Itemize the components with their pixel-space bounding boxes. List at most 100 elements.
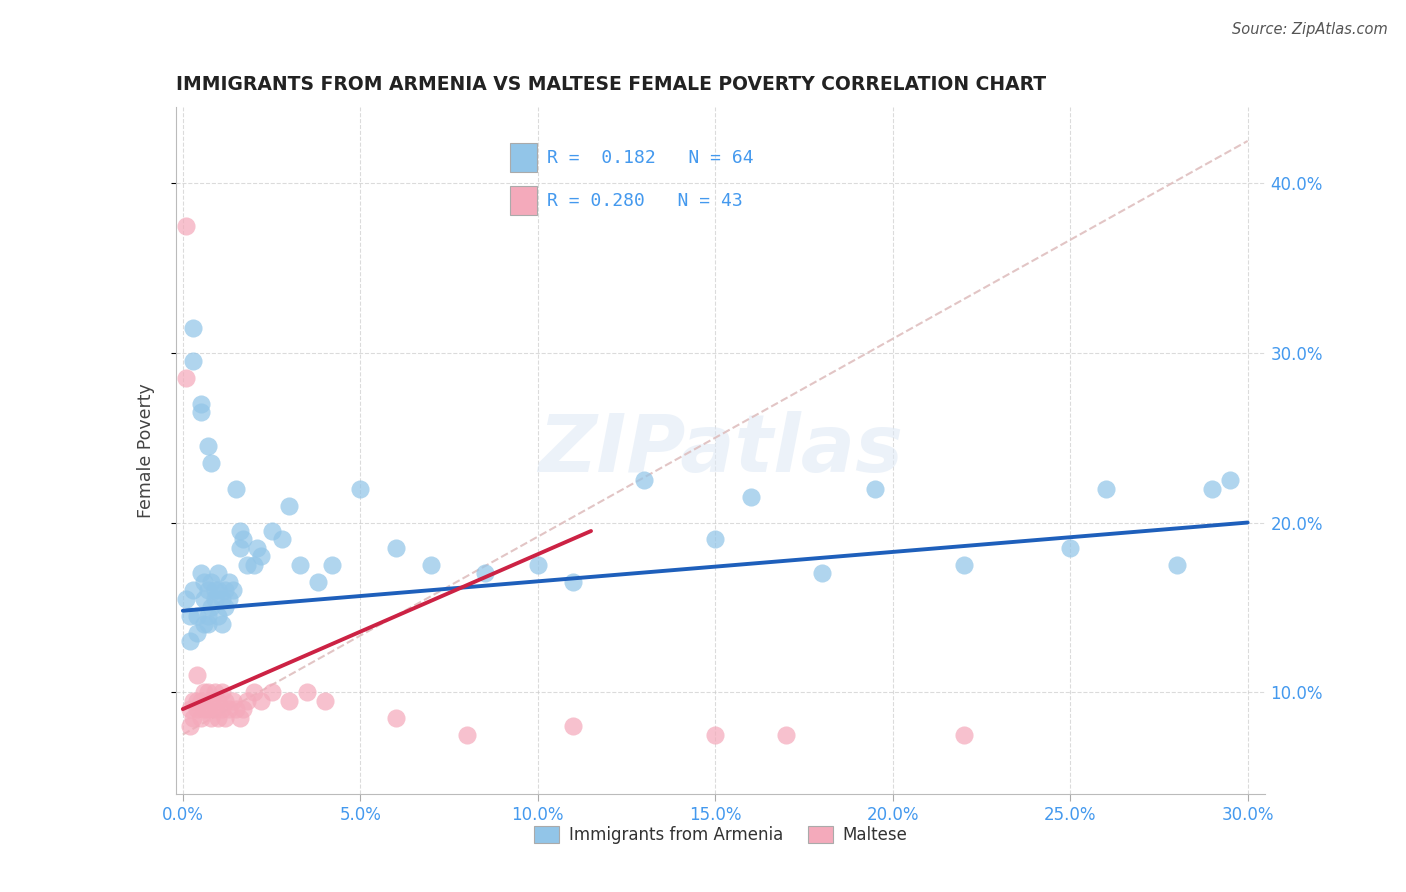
Point xyxy=(246,541,269,555)
Text: ZIPatlas: ZIPatlas xyxy=(538,411,903,490)
Point xyxy=(228,524,250,538)
Point xyxy=(1219,473,1241,487)
Point xyxy=(193,617,215,632)
Point xyxy=(250,693,273,707)
Point xyxy=(633,473,655,487)
Point xyxy=(221,583,243,598)
Point xyxy=(211,685,233,699)
Point xyxy=(314,693,336,707)
Point xyxy=(176,219,198,233)
Point xyxy=(775,727,797,741)
Point xyxy=(740,490,762,504)
Point xyxy=(260,524,283,538)
Point xyxy=(952,558,974,572)
Point xyxy=(235,558,257,572)
Point xyxy=(704,533,727,547)
Point xyxy=(211,617,233,632)
Point xyxy=(186,693,208,707)
Point xyxy=(200,456,222,470)
Point xyxy=(190,693,212,707)
Point xyxy=(193,574,215,589)
Point xyxy=(207,583,229,598)
Point xyxy=(214,583,236,598)
Point xyxy=(193,591,215,606)
Point xyxy=(1059,541,1081,555)
Point xyxy=(385,541,408,555)
Point xyxy=(183,354,205,368)
Point xyxy=(420,558,443,572)
Point xyxy=(250,549,273,564)
Point xyxy=(214,710,236,724)
Point xyxy=(810,566,832,581)
Point xyxy=(211,591,233,606)
Point xyxy=(562,574,585,589)
Point xyxy=(179,608,201,623)
Text: R =  0.182   N = 64: R = 0.182 N = 64 xyxy=(547,149,754,167)
FancyBboxPatch shape xyxy=(510,144,537,172)
Point xyxy=(271,533,294,547)
Point xyxy=(1201,482,1223,496)
Point xyxy=(863,482,886,496)
Point xyxy=(179,634,201,648)
Point xyxy=(186,668,208,682)
Point xyxy=(193,685,215,699)
Point xyxy=(179,702,201,716)
Point xyxy=(197,702,219,716)
Point xyxy=(186,608,208,623)
Point xyxy=(183,710,205,724)
Point xyxy=(349,482,371,496)
Point xyxy=(197,439,219,453)
Point xyxy=(207,693,229,707)
Point xyxy=(204,583,226,598)
Point xyxy=(207,566,229,581)
Point xyxy=(186,702,208,716)
Point xyxy=(1166,558,1188,572)
Point xyxy=(197,608,219,623)
Point xyxy=(232,533,254,547)
Point xyxy=(176,371,198,385)
Point xyxy=(211,702,233,716)
Point xyxy=(218,574,240,589)
Point xyxy=(183,320,205,334)
Point xyxy=(260,685,283,699)
Point xyxy=(214,600,236,615)
Point xyxy=(204,591,226,606)
Point xyxy=(456,727,478,741)
Point xyxy=(204,685,226,699)
Point xyxy=(183,583,205,598)
Point xyxy=(186,625,208,640)
Point xyxy=(207,710,229,724)
Point xyxy=(197,617,219,632)
Legend: Immigrants from Armenia, Maltese: Immigrants from Armenia, Maltese xyxy=(527,819,914,851)
Point xyxy=(474,566,496,581)
Point xyxy=(190,405,212,419)
Point xyxy=(176,591,198,606)
Point xyxy=(235,693,257,707)
Point xyxy=(704,727,727,741)
Point xyxy=(288,558,311,572)
Point xyxy=(190,566,212,581)
Point xyxy=(207,608,229,623)
Point xyxy=(295,685,318,699)
Point xyxy=(225,482,247,496)
Point xyxy=(321,558,343,572)
Point xyxy=(228,541,250,555)
Point xyxy=(190,397,212,411)
Point xyxy=(225,702,247,716)
Point xyxy=(243,558,266,572)
Point xyxy=(385,710,408,724)
Point xyxy=(218,591,240,606)
Point xyxy=(200,600,222,615)
Point xyxy=(204,702,226,716)
Text: Source: ZipAtlas.com: Source: ZipAtlas.com xyxy=(1232,22,1388,37)
Point xyxy=(1094,482,1116,496)
Point xyxy=(214,693,236,707)
Point xyxy=(200,693,222,707)
Point xyxy=(228,710,250,724)
Point xyxy=(221,693,243,707)
Point xyxy=(278,499,301,513)
Point xyxy=(179,719,201,733)
Text: R = 0.280   N = 43: R = 0.280 N = 43 xyxy=(547,192,742,210)
Point xyxy=(952,727,974,741)
Point xyxy=(562,719,585,733)
